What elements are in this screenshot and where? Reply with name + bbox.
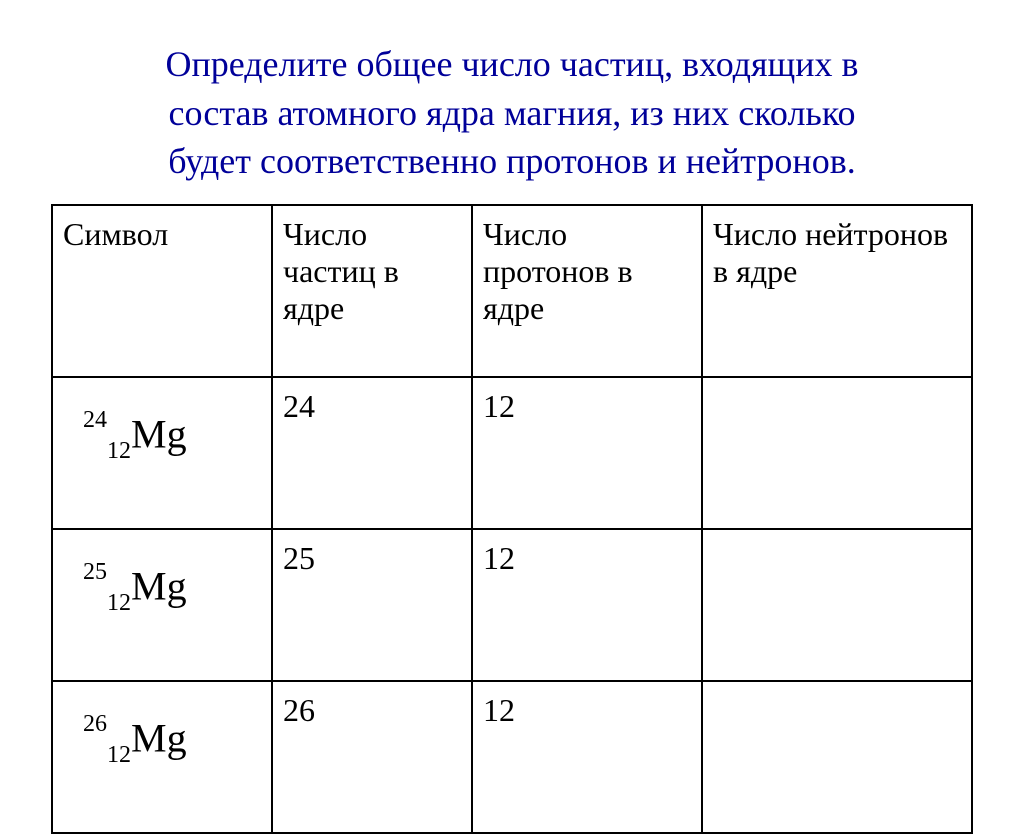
header-protons: Число протонов в ядре: [472, 205, 702, 377]
atomic-number: 12: [107, 742, 131, 768]
cell-symbol: 2512Mg: [52, 529, 272, 681]
header-neutrons: Число нейтронов в ядре: [702, 205, 972, 377]
cell-symbol: 2612Mg: [52, 681, 272, 833]
cell-particles: 26: [272, 681, 472, 833]
title-line-2: состав атомного ядра магния, из них скол…: [169, 93, 856, 133]
mass-number: 24: [83, 407, 107, 433]
title-line-3: будет соответственно протонов и нейтроно…: [168, 141, 855, 181]
nucleus-table: Символ Число частиц в ядре Число протоно…: [51, 204, 973, 834]
cell-protons: 12: [472, 377, 702, 529]
isotope-symbol: 2412Mg: [63, 388, 187, 461]
cell-neutrons: [702, 681, 972, 833]
table-row: 2612Mg 26 12: [52, 681, 972, 833]
element-symbol: Mg: [131, 411, 187, 456]
isotope-symbol: 2512Mg: [63, 540, 187, 613]
element-symbol: Mg: [131, 715, 187, 760]
element-symbol: Mg: [131, 563, 187, 608]
mass-number: 25: [83, 559, 107, 585]
isotope-symbol: 2612Mg: [63, 692, 187, 765]
cell-neutrons: [702, 377, 972, 529]
cell-protons: 12: [472, 681, 702, 833]
cell-particles: 25: [272, 529, 472, 681]
table-row: 2512Mg 25 12: [52, 529, 972, 681]
cell-protons: 12: [472, 529, 702, 681]
cell-particles: 24: [272, 377, 472, 529]
header-particles: Число частиц в ядре: [272, 205, 472, 377]
cell-symbol: 2412Mg: [52, 377, 272, 529]
page-title: Определите общее число частиц, входящих …: [52, 40, 972, 186]
atomic-number: 12: [107, 590, 131, 616]
page: Определите общее число частиц, входящих …: [0, 0, 1024, 819]
header-symbol: Символ: [52, 205, 272, 377]
table-header-row: Символ Число частиц в ядре Число протоно…: [52, 205, 972, 377]
atomic-number: 12: [107, 438, 131, 464]
title-line-1: Определите общее число частиц, входящих …: [165, 44, 858, 84]
mass-number: 26: [83, 711, 107, 737]
table-row: 2412Mg 24 12: [52, 377, 972, 529]
cell-neutrons: [702, 529, 972, 681]
